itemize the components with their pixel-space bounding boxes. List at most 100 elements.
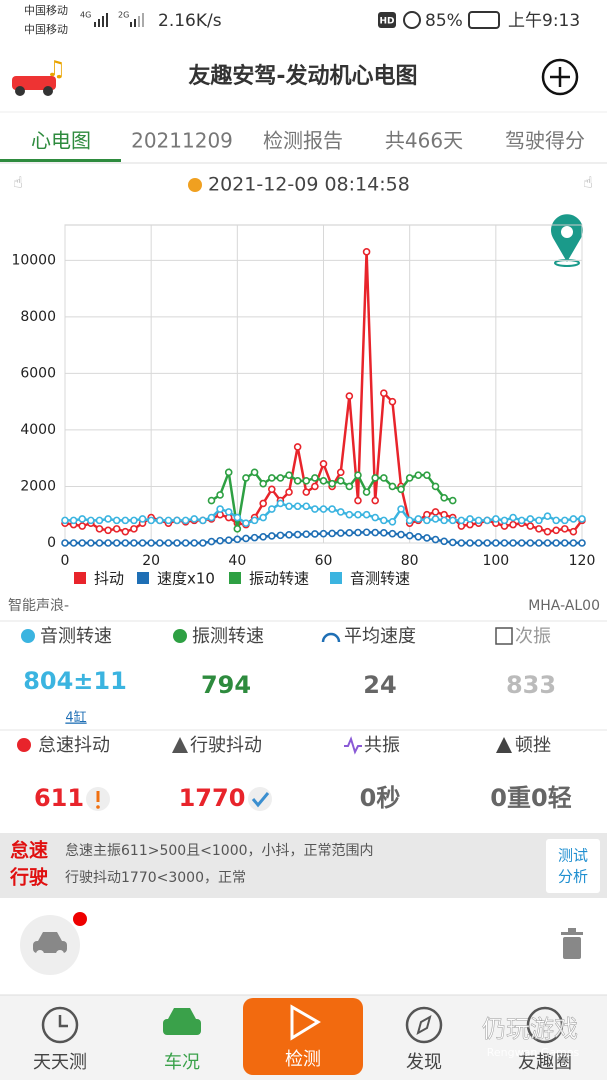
legend-swatch (137, 572, 149, 584)
data-point (328, 505, 336, 513)
data-point (345, 510, 354, 519)
data-point (138, 539, 147, 547)
legend-swatch (330, 572, 342, 584)
data-point (345, 529, 354, 537)
data-point (560, 525, 569, 533)
data-point (423, 516, 431, 525)
data-point (207, 496, 216, 505)
cylinder-link[interactable]: 4缸 (65, 710, 86, 726)
x-tick-label: 40 (228, 553, 246, 569)
data-point (112, 516, 121, 525)
nav-label[interactable]: 车况 (164, 1052, 200, 1073)
data-point (380, 516, 388, 525)
tab[interactable]: 共466天 (385, 129, 463, 153)
data-point (371, 474, 380, 482)
stat-label: 次振 (515, 626, 551, 647)
data-point (509, 513, 517, 522)
stat-icon (172, 737, 188, 753)
data-point (302, 477, 311, 485)
detect-button[interactable] (243, 998, 363, 1075)
banner-text: 怠速主振611>500且<1000，小抖，正常范围内 (65, 842, 374, 859)
data-point (216, 491, 224, 499)
data-point (164, 516, 173, 525)
data-point (87, 539, 95, 547)
data-point (311, 530, 319, 538)
net: 4G (80, 11, 91, 20)
data-point (560, 539, 569, 547)
nav-icon[interactable] (405, 1006, 443, 1044)
data-point (448, 496, 457, 505)
stat-value: 0重0轻 (490, 784, 571, 812)
stat-label: 音测转速 (40, 626, 112, 647)
stat-value: 0秒 (360, 784, 401, 812)
data-point (474, 539, 483, 547)
swipe-icon[interactable]: ☝ (583, 173, 593, 192)
data-point (224, 536, 233, 544)
data-point (233, 513, 242, 522)
data-point (543, 527, 552, 536)
data-point (423, 471, 431, 479)
play-icon (290, 1004, 321, 1041)
data-point (69, 516, 78, 525)
nav-icon[interactable] (163, 1008, 201, 1035)
clock: 上午9:13 (508, 11, 580, 31)
data-point (121, 516, 130, 525)
data-point (362, 488, 371, 496)
tab-indicator (0, 159, 121, 162)
stat-icon (495, 627, 513, 645)
data-point (250, 533, 259, 542)
nav-label[interactable]: 友趣圈 (518, 1052, 572, 1073)
data-point (543, 539, 552, 547)
data-point (302, 488, 311, 496)
button-text[interactable]: 测试 (558, 847, 588, 865)
data-point (259, 513, 267, 522)
swipe-icon[interactable]: ☝ (13, 173, 23, 192)
add-button[interactable] (541, 58, 579, 96)
data-point (535, 539, 543, 547)
data-point (578, 539, 586, 547)
nav-label[interactable]: 天天测 (33, 1052, 87, 1073)
data-point (569, 515, 578, 523)
data-point (190, 539, 199, 547)
data-point (104, 539, 112, 547)
hd: HD (379, 17, 394, 27)
data-point (78, 539, 87, 547)
trash-icon[interactable] (561, 928, 583, 959)
car-avatar[interactable] (20, 912, 87, 975)
data-point (492, 539, 500, 547)
data-point (517, 516, 526, 525)
nav-label[interactable]: 发现 (406, 1052, 442, 1073)
data-point (319, 505, 328, 513)
stat-value: 1770 (179, 784, 246, 812)
data-point (199, 539, 207, 547)
data-point (345, 482, 354, 491)
tab[interactable]: 检测报告 (263, 129, 343, 153)
nav-label[interactable]: 检测 (285, 1049, 321, 1070)
nav-icon[interactable] (41, 1006, 79, 1044)
y-tick-label: 2000 (20, 478, 56, 494)
check-icon (248, 787, 272, 811)
tab[interactable]: 驾驶得分 (505, 129, 585, 153)
nav-icon[interactable] (526, 1006, 564, 1044)
analysis-button[interactable] (546, 839, 600, 893)
data-point (509, 520, 517, 529)
watermark: 仍玩游戏 (482, 1015, 578, 1043)
tab[interactable]: 心电图 (31, 129, 91, 153)
data-point (190, 515, 199, 523)
map-pin[interactable] (551, 214, 583, 267)
data-point (216, 536, 224, 545)
stat-label: 行驶抖动 (190, 735, 262, 756)
data-point (276, 499, 285, 508)
data-point (242, 534, 250, 543)
data-point (95, 539, 104, 547)
data-point (233, 535, 242, 544)
tab[interactable]: 20211209 (131, 129, 233, 153)
y-tick-label: 8000 (20, 309, 56, 325)
data-point (517, 539, 526, 547)
data-point (440, 493, 448, 502)
data-point (207, 537, 216, 546)
net-speed: 2.16K/s (158, 11, 222, 31)
data-point (431, 482, 440, 491)
y-tick-label: 0 (47, 535, 56, 551)
button-text[interactable]: 分析 (558, 868, 588, 886)
